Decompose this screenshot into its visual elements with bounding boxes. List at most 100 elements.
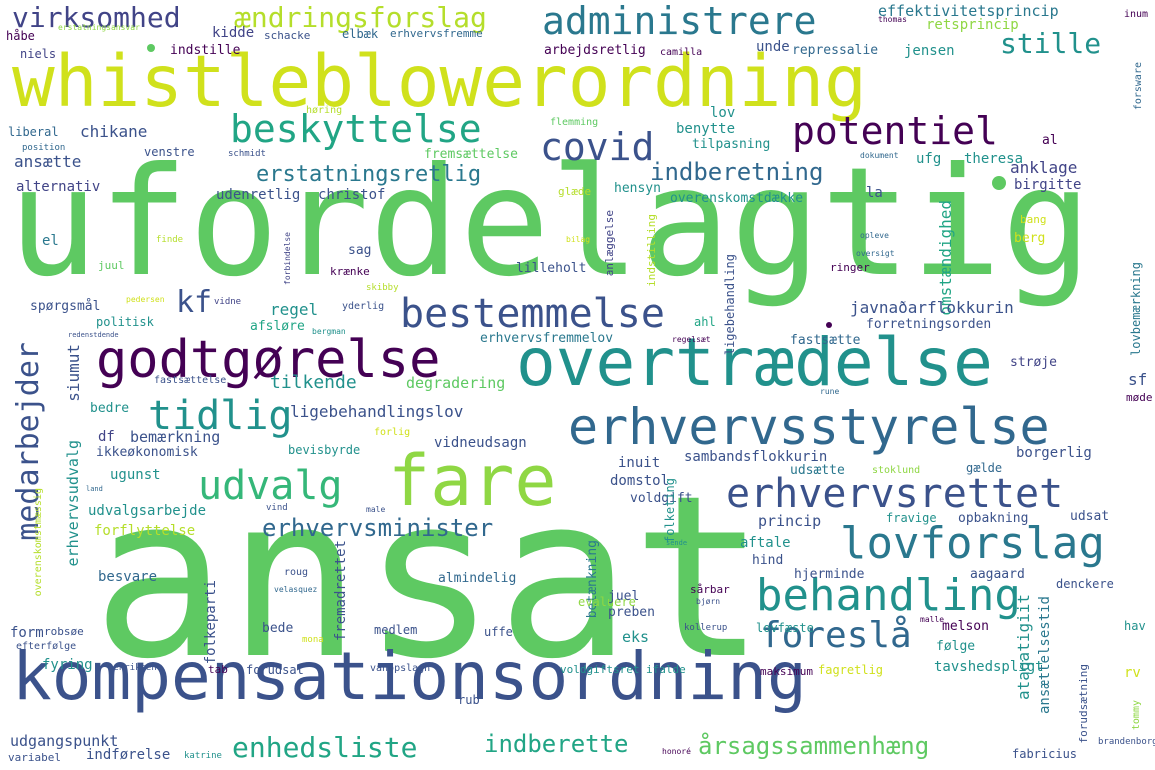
word: kf	[176, 285, 213, 320]
word: overenskomstmæssig	[33, 488, 44, 597]
word: flemming	[550, 117, 599, 128]
word: inuit	[618, 455, 661, 471]
word: gælde	[966, 461, 1003, 475]
word: niels	[20, 47, 57, 61]
word: tilkende	[270, 372, 357, 393]
word: schmidt	[228, 149, 266, 159]
word: al	[1042, 133, 1058, 148]
word: skibby	[366, 283, 399, 293]
word: fyring	[42, 657, 93, 673]
word: preben	[608, 605, 655, 620]
word: variabel	[8, 751, 61, 764]
word: vanopslagh	[370, 663, 431, 674]
word: erhvervsrettet	[726, 471, 1064, 517]
word: arbejdsretlig	[544, 43, 646, 58]
word: voldgiftsret	[560, 663, 640, 676]
word: schacke	[264, 29, 311, 42]
word: rv	[1124, 665, 1141, 681]
word: whistleblowerordning	[12, 40, 867, 123]
word: degradering	[406, 374, 506, 392]
word: melson	[942, 619, 989, 634]
word: oversigt	[856, 249, 895, 258]
word: sårbar	[690, 583, 730, 596]
word: sambandsflokkurin	[684, 449, 828, 465]
word: elbæk	[342, 27, 379, 41]
word: høring	[306, 105, 343, 116]
word: ansat	[92, 447, 767, 708]
word: spørgsmål	[30, 299, 101, 314]
word: overenskomstdække	[670, 191, 804, 206]
word: vidne	[214, 297, 242, 307]
word: retsprincip	[926, 17, 1019, 33]
word: følge	[936, 639, 976, 654]
word: forflyttelse	[94, 523, 196, 539]
word: denckere	[1056, 577, 1114, 591]
word: erhvervsfremmelov	[480, 331, 614, 346]
word: roug	[284, 567, 309, 578]
word: mona	[302, 635, 324, 645]
word: tab	[208, 663, 228, 676]
word: vidneudsagn	[434, 435, 527, 451]
word: hensyn	[614, 181, 661, 196]
word: honoré	[662, 747, 691, 756]
word: juul	[98, 259, 125, 272]
word: administrere	[542, 0, 817, 43]
word: møde	[1126, 391, 1153, 404]
word: hjerminde	[794, 567, 865, 582]
word: pedersen	[126, 295, 165, 304]
word: foreslå	[760, 615, 912, 656]
word: ligebehandlingslov	[290, 402, 464, 421]
word: ufg	[916, 151, 942, 167]
word: forsware	[1133, 62, 1144, 111]
word: bemærkning	[130, 428, 221, 446]
word: voldgift	[630, 491, 693, 506]
word: position	[22, 143, 66, 153]
word: udsat	[1070, 509, 1110, 524]
word: stille	[1000, 27, 1102, 60]
word: robsøe	[44, 625, 84, 638]
word: maksimum	[760, 665, 813, 678]
word: tavshedspligt	[934, 659, 1044, 675]
word: erstatningsretlig	[256, 162, 482, 187]
word: årsagssammenhæng	[698, 732, 930, 760]
word: malle	[920, 615, 945, 624]
word: udvalg	[198, 463, 343, 509]
word: indførelse	[86, 747, 171, 763]
word: venstre	[144, 145, 195, 159]
word: bergman	[312, 327, 346, 336]
word: erhvervsstyrelse	[568, 398, 1050, 456]
word: eks	[622, 628, 650, 646]
word: bede	[262, 621, 294, 636]
word: udvalgsarbejde	[88, 503, 207, 519]
word: effektivitetsprincip	[878, 2, 1059, 20]
word: erhvervsudvalg	[64, 440, 82, 567]
word: unde	[756, 39, 790, 55]
word: vind	[266, 503, 288, 513]
word: sende	[666, 539, 688, 547]
word: potentiel	[792, 109, 998, 153]
word: domstol	[610, 473, 670, 489]
word: krænke	[330, 265, 370, 278]
word: juel	[608, 589, 640, 604]
word: bestemmelse	[400, 291, 665, 337]
dot-marker	[147, 44, 155, 52]
word: kollerup	[684, 623, 728, 633]
word: lovfæste	[756, 621, 814, 635]
word: finde	[156, 235, 184, 245]
word: la	[866, 185, 883, 201]
word: brandenborg	[1098, 737, 1155, 747]
word: bang	[1020, 213, 1047, 226]
word: inum	[1124, 9, 1149, 20]
word: anklage	[1010, 158, 1078, 177]
word: aagaard	[970, 567, 1025, 582]
word: fravige	[886, 511, 937, 525]
word: udenretlig	[216, 187, 301, 203]
word: almindelig	[438, 571, 517, 586]
word: folkeparti	[203, 580, 219, 665]
word: fremadrettet	[333, 540, 349, 642]
word: velasquez	[274, 585, 318, 594]
word: male	[366, 505, 386, 514]
word: udsætte	[790, 463, 845, 478]
word: ataqatigiit	[1014, 594, 1033, 700]
